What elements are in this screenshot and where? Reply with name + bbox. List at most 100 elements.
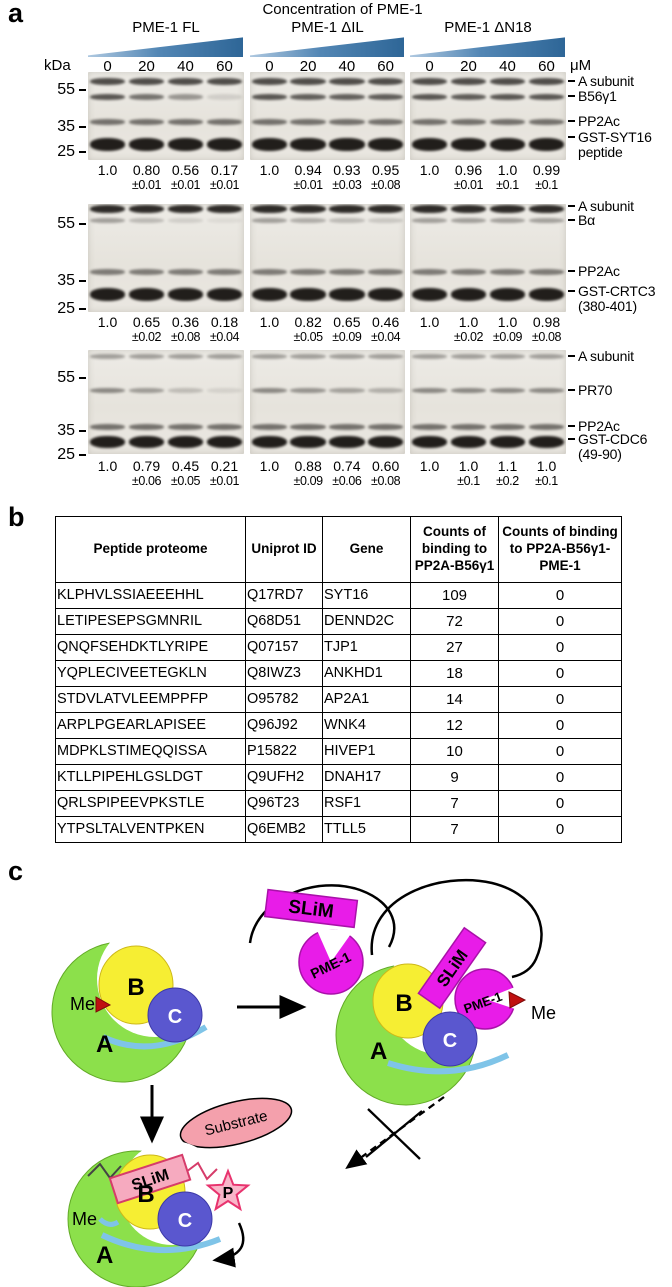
- quant-cell: 0.98 ±0.08: [527, 314, 566, 344]
- gel-band: [528, 354, 565, 359]
- mw-marker-value: 35: [57, 272, 75, 289]
- gel-band-row: [410, 218, 566, 223]
- count-b56-cell: 9: [410, 763, 499, 791]
- substrate-chain: [87, 1162, 122, 1180]
- quant-value: 0.18: [210, 314, 239, 330]
- quant-value: 1.0: [259, 314, 280, 330]
- phosphate-star-icon: [205, 1168, 251, 1212]
- quant-error: ±0.01: [131, 178, 162, 192]
- band-label: B56γ1: [568, 89, 670, 104]
- uniprot-cell: Q07157: [245, 633, 323, 661]
- quant-cell: 0.36 ±0.08: [166, 314, 205, 344]
- gel-band: [251, 78, 288, 85]
- gel-band: [489, 424, 526, 430]
- gel-band: [206, 269, 243, 275]
- group-header-pme1-dn18: PME-1 ΔN18: [444, 19, 532, 36]
- band-label: PR70: [568, 383, 670, 398]
- gel-band: [167, 119, 204, 125]
- gel-band: [128, 94, 165, 100]
- substrate-chain: [185, 1161, 218, 1181]
- gel-band: [411, 205, 448, 213]
- group-header-pme1-fl: PME-1 FL: [132, 19, 200, 36]
- quant-row: 1.0 0.88 ±0.09 0.74 ±0.06 0.60 ±0.08: [250, 458, 405, 488]
- concentration-row: 0 20 40 60: [250, 58, 405, 75]
- concentration-value: 20: [299, 58, 317, 75]
- gel-band: [89, 138, 126, 151]
- c-subunit-shape: [147, 987, 203, 1043]
- gel-band: [528, 388, 565, 393]
- gel-band: [167, 269, 204, 275]
- concentration-value: 0: [103, 58, 112, 75]
- gel-band: [206, 436, 243, 448]
- a-label: A: [96, 1242, 113, 1269]
- gel-band: [367, 119, 404, 125]
- gel-band: [329, 288, 365, 301]
- gel-band: [167, 138, 204, 151]
- quant-row: 1.0 1.0 ±0.1 1.1 ±0.2 1.0 ±0.1: [410, 458, 566, 488]
- gel-band: [128, 78, 165, 85]
- gel-band-row: [88, 138, 244, 151]
- gel-band: [367, 94, 404, 100]
- gel-band: [290, 138, 326, 151]
- gel-band: [251, 436, 288, 448]
- count-pme1-cell: 0: [498, 581, 622, 609]
- gel-band: [329, 388, 365, 393]
- quant-value: 1.0: [97, 458, 118, 474]
- gene-cell: SYT16: [322, 581, 411, 609]
- gel-band: [251, 205, 288, 213]
- gel-band: [128, 436, 165, 448]
- me-label: Me: [70, 994, 95, 1014]
- gel-band: [206, 94, 243, 100]
- band-label-text: A subunit: [578, 348, 634, 364]
- c-label: C: [443, 1030, 457, 1052]
- pp2a-holoenzyme-left: Me A B C: [51, 921, 213, 1083]
- gel-band: [251, 119, 288, 125]
- methyl-mark-icon: [508, 991, 527, 1009]
- slim-motif-substrate: SLiM: [108, 1153, 192, 1205]
- quant-error: ±0.06: [332, 474, 362, 488]
- marker-tick-icon: [79, 150, 86, 153]
- linker-curve: [387, 1052, 510, 1075]
- quant-value: 0.60: [372, 458, 400, 474]
- gel-panel: [250, 350, 405, 454]
- quant-error: ±0.04: [371, 330, 401, 344]
- band-tick-icon: [568, 95, 575, 97]
- quant-cell: 1.0 ±0.09: [488, 314, 527, 344]
- gel-band: [251, 354, 288, 359]
- gel-band: [206, 205, 243, 213]
- gel-band: [411, 436, 448, 448]
- gel-band: [450, 424, 487, 430]
- b-label: B: [127, 974, 144, 1001]
- gel-band: [206, 138, 243, 151]
- quant-row: 1.0 0.82 ±0.05 0.65 ±0.09 0.46 ±0.04: [250, 314, 405, 344]
- count-pme1-cell: 0: [498, 711, 622, 739]
- quant-error: ±0.01: [209, 178, 240, 192]
- mw-marker-value: 35: [57, 422, 75, 439]
- table-row: MDPKLSTIMEQQISSA P15822 HIVEP1 10 0: [55, 737, 622, 765]
- quant-error: ±0.1: [535, 178, 558, 192]
- gel-band: [489, 94, 526, 100]
- table-row: LETIPESEPSGMNRIL Q68D51 DENND2C 72 0: [55, 607, 622, 635]
- quant-cell: 0.93 ±0.03: [328, 162, 367, 192]
- quant-cell: 1.0: [88, 314, 127, 344]
- gel-panel: [410, 72, 566, 160]
- gene-cell: ANKHD1: [322, 659, 411, 687]
- band-tick-icon: [568, 120, 575, 122]
- panel-a-label: a: [8, 0, 24, 28]
- quant-cell: 1.0: [88, 162, 127, 192]
- quant-error: ±0.09: [332, 330, 362, 344]
- gel-band-row: [88, 218, 244, 223]
- gel-band: [528, 78, 565, 85]
- band-tick-icon: [568, 219, 575, 221]
- gel-band: [489, 138, 526, 151]
- gel-band: [450, 78, 487, 85]
- slim-motif-free: SLiM: [263, 888, 359, 929]
- disordered-loop: [370, 878, 543, 979]
- quant-error: ±0.1: [496, 178, 519, 192]
- quant-value: 0.46: [372, 314, 400, 330]
- gel-band-row: [410, 138, 566, 151]
- quant-value: 0.65: [333, 314, 361, 330]
- gene-cell: WNK4: [322, 711, 411, 739]
- count-b56-cell: 10: [410, 737, 499, 765]
- count-pme1-cell: 0: [498, 763, 622, 791]
